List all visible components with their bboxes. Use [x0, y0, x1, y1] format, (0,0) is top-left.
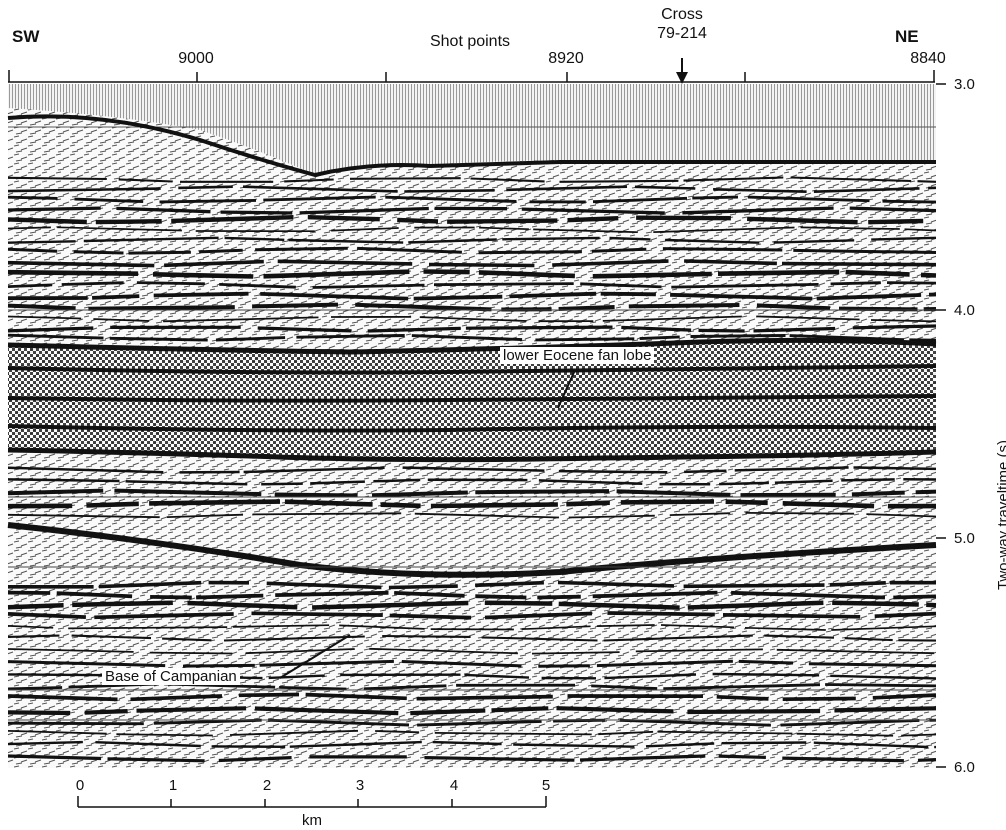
time-tick-6: 6.0 — [954, 759, 975, 776]
scale-tick-0: 0 — [75, 777, 85, 794]
campanian-leader — [279, 634, 351, 679]
scale-tick-5: 5 — [541, 777, 551, 794]
reflector-line — [7, 590, 937, 600]
reflector-line — [7, 682, 937, 691]
cross-label-line1: Cross — [661, 6, 703, 23]
sw-label: SW — [12, 27, 40, 46]
reflector-line — [7, 206, 937, 215]
water-column — [8, 84, 936, 175]
scale-tick-2: 2 — [262, 777, 272, 794]
reflector-line — [7, 236, 937, 244]
scale-bar — [77, 796, 547, 808]
reflector-line — [7, 692, 937, 702]
time-tick-4: 4.0 — [954, 302, 975, 319]
reflector-line — [7, 226, 937, 234]
reflector-line — [7, 176, 937, 183]
scale-tick-4: 4 — [449, 777, 459, 794]
reflector-line — [7, 315, 937, 323]
traveltime-axis-label: Two-way traveltime (s) — [995, 439, 1006, 590]
reflector-line — [7, 302, 937, 312]
reflector-line — [7, 634, 937, 642]
reflector-line — [7, 281, 937, 289]
ne-label: NE — [895, 27, 919, 46]
reflector-line — [7, 512, 937, 519]
campanian-annotation: Base of Campanian — [102, 668, 240, 685]
reflector-line — [7, 624, 937, 631]
reflector-line — [7, 269, 937, 279]
reflector-line — [7, 706, 937, 716]
reflector-line — [7, 333, 937, 342]
time-lines — [8, 309, 936, 721]
fan-lobe-annotation: lower Eocene fan lobe — [500, 347, 655, 364]
reflector-line — [7, 718, 937, 727]
scale-tick-3: 3 — [355, 777, 365, 794]
reflector-line — [7, 466, 937, 474]
seafloor-reflector — [7, 114, 936, 178]
fan-lobe-leader — [557, 369, 576, 409]
reflector-line — [7, 185, 937, 193]
reflector-line — [7, 611, 937, 620]
reflector-line — [7, 647, 935, 655]
reflector-line — [7, 659, 937, 668]
cross-label-line2: 79-214 — [657, 25, 707, 42]
reflectors — [7, 176, 937, 763]
reflector-line — [7, 324, 937, 333]
top-axis-ticks — [8, 70, 935, 82]
time-tick-3: 3.0 — [954, 76, 975, 93]
reflector-line — [7, 499, 937, 509]
reflector-line — [8, 580, 936, 590]
campanian-reflector — [7, 522, 937, 578]
right-axis-ticks — [936, 83, 946, 768]
scale-unit: km — [302, 812, 322, 829]
reflector-line — [7, 259, 937, 268]
scale-tick-1: 1 — [168, 777, 178, 794]
reflector-line — [7, 488, 937, 498]
reflector-line — [7, 729, 937, 737]
reflector-line — [7, 600, 937, 610]
shot-point-9000: 9000 — [178, 50, 214, 67]
reflector-line — [7, 195, 937, 204]
time-tick-5: 5.0 — [954, 530, 975, 547]
reflector-line — [7, 740, 936, 749]
reflector-line — [7, 246, 937, 255]
cross-arrow-icon — [676, 58, 688, 84]
shot-point-8840: 8840 — [910, 50, 946, 67]
shot-point-8920: 8920 — [548, 50, 584, 67]
reflector-line — [7, 754, 937, 763]
reflector-line — [7, 291, 937, 301]
reflector-line — [7, 478, 937, 486]
reflector-line — [7, 215, 924, 225]
shot-points-title: Shot points — [429, 33, 511, 50]
